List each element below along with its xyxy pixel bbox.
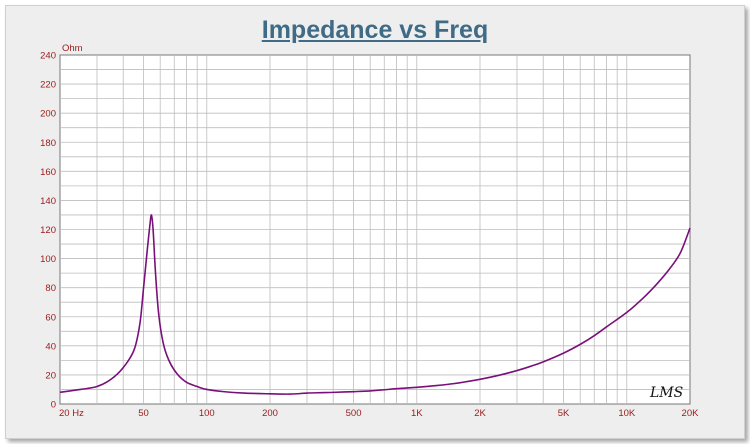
x-tick-label: 500 <box>346 408 362 419</box>
x-tick-label: 5K <box>558 408 570 419</box>
y-tick-label: 120 <box>40 225 56 236</box>
x-tick-labels: 20 Hz 50 100 200 500 1K 2K 5K 10K 20K <box>59 408 699 419</box>
y-tick-label: 140 <box>40 196 56 207</box>
y-tick-label: 180 <box>40 138 56 149</box>
y-tick-label: 20 <box>45 370 56 381</box>
x-tick-label: 100 <box>199 408 215 419</box>
y-tick-label: 220 <box>40 80 56 91</box>
y-tick-label: 100 <box>40 254 56 265</box>
lms-watermark: LMS <box>649 385 683 401</box>
x-tick-label: 2K <box>474 408 486 419</box>
chart-title: Impedance vs Freq <box>261 16 489 44</box>
x-tick-label: 10K <box>618 408 636 419</box>
impedance-curve <box>59 214 691 395</box>
y-tick-label: 0 <box>51 400 56 411</box>
y-axis-unit: Ohm <box>62 43 83 54</box>
y-tick-label: 40 <box>45 341 56 352</box>
x-tick-label: 1K <box>411 408 423 419</box>
x-tick-label: 200 <box>262 408 278 419</box>
y-tick-label: 60 <box>45 312 56 323</box>
y-tick-label: 240 <box>40 51 56 62</box>
y-tick-label: 200 <box>40 109 56 120</box>
y-tick-label: 160 <box>40 167 56 178</box>
x-tick-label: 20 Hz <box>59 408 84 419</box>
x-tick-label: 20K <box>682 408 700 419</box>
grid-lines <box>60 55 690 404</box>
x-tick-label: 50 <box>138 408 149 419</box>
y-tick-label: 80 <box>45 283 56 294</box>
